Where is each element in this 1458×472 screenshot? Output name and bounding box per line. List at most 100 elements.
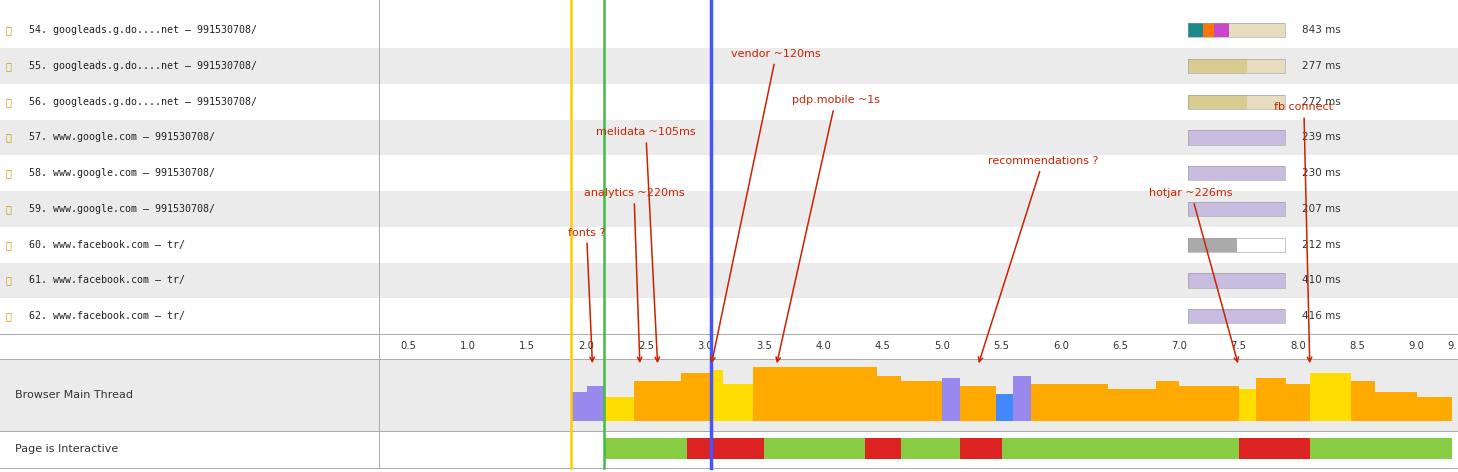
Bar (0, 84, 1458, 119)
Bar (1188, 59, 1247, 73)
Text: analytics ~220ms: analytics ~220ms (583, 188, 684, 362)
Text: 4.5: 4.5 (875, 341, 891, 352)
Bar (1247, 59, 1286, 73)
Text: Page is Interactive: Page is Interactive (15, 445, 118, 455)
Bar (0, 298, 1458, 334)
Text: 2.0: 2.0 (579, 341, 595, 352)
Text: 7.0: 7.0 (1171, 341, 1187, 352)
Text: 7.5: 7.5 (1231, 341, 1247, 352)
Text: 1.0: 1.0 (461, 341, 475, 352)
Text: ⚿: ⚿ (6, 133, 12, 143)
Bar (1375, 392, 1417, 421)
Bar (878, 376, 901, 421)
Text: ⚿: ⚿ (6, 204, 12, 214)
Bar (1188, 273, 1286, 287)
Bar (1239, 438, 1309, 459)
Text: 212 ms: 212 ms (1302, 240, 1340, 250)
Bar (959, 438, 1002, 459)
Bar (1309, 373, 1352, 421)
Text: 61. www.facebook.com – tr/: 61. www.facebook.com – tr/ (29, 276, 185, 286)
Bar (996, 395, 1013, 421)
Text: ⚿: ⚿ (6, 97, 12, 107)
Bar (0, 334, 1458, 359)
Bar (1417, 397, 1452, 421)
Text: 60. www.facebook.com – tr/: 60. www.facebook.com – tr/ (29, 240, 185, 250)
Bar (0, 227, 1458, 262)
Bar (1188, 94, 1286, 109)
Bar (1188, 273, 1286, 287)
Bar (1229, 23, 1286, 37)
Bar (681, 373, 712, 421)
Bar (901, 381, 942, 421)
Text: 59. www.google.com – 991530708/: 59. www.google.com – 991530708/ (29, 204, 216, 214)
Bar (1188, 309, 1286, 323)
Text: ⚿: ⚿ (6, 311, 12, 321)
Bar (1188, 94, 1247, 109)
Text: 3.0: 3.0 (697, 341, 713, 352)
Bar (1002, 438, 1239, 459)
Bar (1188, 202, 1286, 216)
Text: 5.5: 5.5 (993, 341, 1009, 352)
Text: 1.5: 1.5 (519, 341, 535, 352)
Text: 416 ms: 416 ms (1302, 311, 1340, 321)
Bar (1215, 23, 1229, 37)
Text: 207 ms: 207 ms (1302, 204, 1340, 214)
Text: 62. www.facebook.com – tr/: 62. www.facebook.com – tr/ (29, 311, 185, 321)
Bar (0, 119, 1458, 155)
Text: 9.: 9. (1448, 341, 1457, 352)
Bar (1188, 59, 1286, 73)
Text: 9.0: 9.0 (1408, 341, 1424, 352)
Text: 54. googleads.g.do....net – 991530708/: 54. googleads.g.do....net – 991530708/ (29, 25, 257, 35)
Bar (0, 191, 1458, 227)
Bar (1156, 381, 1180, 421)
Text: 6.0: 6.0 (1053, 341, 1069, 352)
Bar (1188, 309, 1286, 323)
Bar (1188, 23, 1203, 37)
Bar (572, 392, 586, 421)
Text: 4.0: 4.0 (816, 341, 831, 352)
Text: fonts ?: fonts ? (567, 228, 605, 362)
Bar (959, 387, 996, 421)
Bar (605, 438, 687, 459)
Text: ⚿: ⚿ (6, 168, 12, 178)
Text: 58. www.google.com – 991530708/: 58. www.google.com – 991530708/ (29, 168, 216, 178)
Bar (901, 438, 959, 459)
Text: 3.5: 3.5 (757, 341, 773, 352)
Bar (1247, 94, 1286, 109)
Text: 272 ms: 272 ms (1302, 97, 1340, 107)
Bar (1239, 389, 1257, 421)
Text: 57. www.google.com – 991530708/: 57. www.google.com – 991530708/ (29, 133, 216, 143)
Bar (1188, 166, 1286, 180)
Text: ⚿: ⚿ (6, 240, 12, 250)
Text: 6.5: 6.5 (1112, 341, 1128, 352)
Text: pdp.mobile ~1s: pdp.mobile ~1s (776, 95, 879, 362)
Text: 2.5: 2.5 (637, 341, 653, 352)
Bar (1286, 384, 1309, 421)
Text: 843 ms: 843 ms (1302, 25, 1340, 35)
Text: hotjar ~226ms: hotjar ~226ms (1149, 188, 1238, 362)
Bar (1188, 202, 1286, 216)
Bar (865, 438, 901, 459)
Bar (0, 155, 1458, 191)
Text: 56. googleads.g.do....net – 991530708/: 56. googleads.g.do....net – 991530708/ (29, 97, 257, 107)
Text: recommendations ?: recommendations ? (978, 156, 1098, 362)
Bar (0, 359, 1458, 431)
Bar (1031, 384, 1108, 421)
Text: 230 ms: 230 ms (1302, 168, 1340, 178)
Bar (723, 384, 752, 421)
Bar (764, 438, 865, 459)
Text: 8.5: 8.5 (1349, 341, 1365, 352)
Text: melidata ~105ms: melidata ~105ms (596, 127, 695, 362)
Bar (1188, 166, 1286, 180)
Bar (1108, 389, 1156, 421)
Text: 0.5: 0.5 (401, 341, 417, 352)
Bar (752, 368, 878, 421)
Bar (1188, 130, 1286, 144)
Text: 8.0: 8.0 (1290, 341, 1306, 352)
Bar (634, 381, 681, 421)
Bar (0, 48, 1458, 84)
Bar (0, 431, 1458, 468)
Bar (1188, 237, 1236, 252)
Bar (1203, 23, 1215, 37)
Bar (1257, 378, 1286, 421)
